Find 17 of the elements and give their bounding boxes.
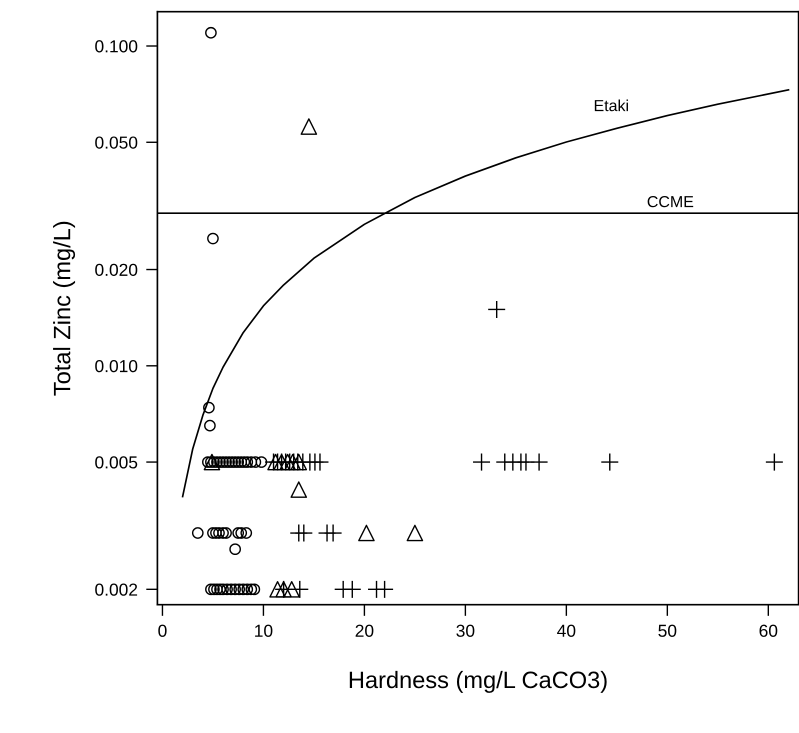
ref-line-label: CCME	[648, 196, 694, 208]
series-label: Etaki	[594, 100, 628, 112]
y-tick-label: 0.020	[95, 264, 138, 276]
y-tick-label: 0.005	[95, 456, 138, 469]
x-tick-label: 0	[158, 624, 167, 637]
x-axis-title: Hardness (mg/L CaCO3)	[350, 670, 607, 693]
x-tick-label: 60	[760, 624, 778, 637]
y-axis-title: Total Zinc (mg/L)	[53, 222, 76, 396]
x-tick-label: 10	[255, 624, 272, 637]
y-tick-label: 0.010	[95, 360, 138, 372]
x-tick-label: 50	[658, 624, 676, 637]
x-tick-label: 40	[557, 624, 576, 637]
y-tick-label: 0.002	[95, 583, 138, 596]
y-tick-label: 0.050	[95, 136, 138, 149]
x-tick-label: 20	[356, 624, 374, 637]
y-tick-label: 0.100	[95, 40, 138, 52]
x-tick-label: 30	[456, 624, 474, 637]
